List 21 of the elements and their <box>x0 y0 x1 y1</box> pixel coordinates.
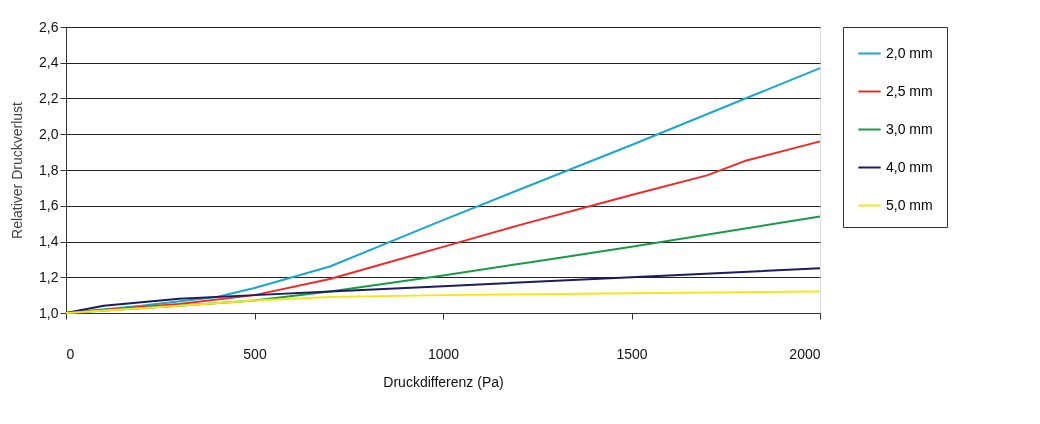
y-tick-label: 1,8 <box>39 161 59 178</box>
y-tick-label: 1,2 <box>39 268 59 285</box>
x-tick-label: 1000 <box>427 345 460 362</box>
y-tick-label: 2,0 <box>39 125 59 142</box>
x-tick-label: 500 <box>243 345 267 362</box>
y-axis-title: Relativer Druckverlust <box>9 101 26 239</box>
y-tick-label: 2,4 <box>39 54 59 71</box>
legend-label: 5,0 mm <box>886 196 933 213</box>
x-tick-label: 1500 <box>616 345 648 362</box>
legend-label: 3,0 mm <box>886 120 933 137</box>
y-tick-label: 1,4 <box>39 233 59 249</box>
y-tick-label: 1,0 <box>39 304 59 321</box>
x-axis-title: Druckdifferenz (Pa) <box>383 373 504 390</box>
x-tick-label: 2000 <box>789 345 821 362</box>
legend-label: 2,0 mm <box>886 44 933 61</box>
legend-label: 2,5 mm <box>886 82 933 99</box>
x-tick-label: 0 <box>66 345 75 362</box>
y-tick-label: 2,6 <box>39 18 59 35</box>
legend-label: 4,0 mm <box>886 158 933 175</box>
y-tick-label: 1,6 <box>39 197 59 214</box>
y-tick-label: 2,2 <box>39 90 59 106</box>
